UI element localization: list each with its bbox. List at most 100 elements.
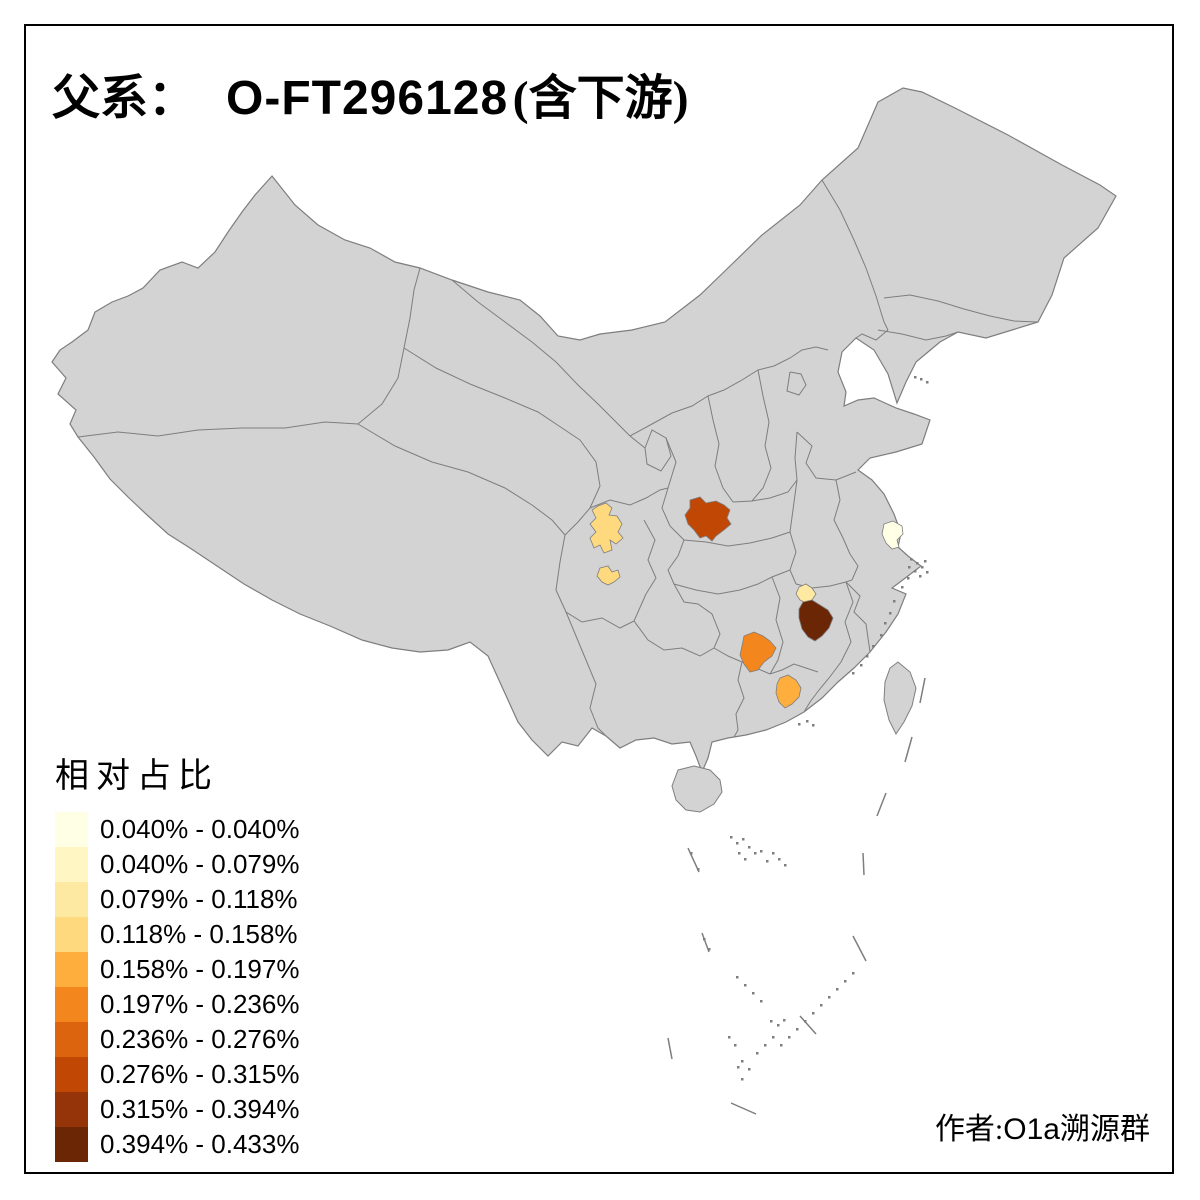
region-hunan-c: [739, 631, 777, 673]
province-border: [833, 479, 851, 555]
legend-label: 0.315% - 0.394%: [100, 1094, 300, 1124]
small-island: [764, 1044, 767, 1047]
legend: 相对占比 0.040% - 0.040% 0.040% - 0.079% 0.079…: [55, 748, 299, 1162]
legend-label: 0.158% - 0.197%: [100, 954, 300, 984]
small-island: [760, 850, 763, 853]
small-island: [744, 984, 747, 987]
small-island: [844, 980, 847, 983]
credit-latin: O1a: [1003, 1113, 1060, 1146]
region-guangdong-n: [775, 674, 802, 709]
legend-swatch: [55, 1092, 88, 1127]
region-sichuan-a: [589, 502, 624, 554]
small-island: [756, 1052, 759, 1055]
small-island: [690, 852, 693, 855]
legend-label: 0.040% - 0.040%: [100, 814, 300, 844]
small-island: [866, 655, 869, 658]
small-island: [796, 1028, 799, 1031]
legend-label: 0.394% - 0.433%: [100, 1129, 300, 1159]
sea-boundary-dash: [701, 932, 710, 953]
legend-row: 0.197% - 0.236%: [55, 987, 299, 1022]
small-island: [919, 575, 922, 578]
province-border: [564, 439, 601, 536]
small-island: [806, 720, 809, 723]
small-island: [772, 1036, 775, 1039]
sea-boundary-dash: [862, 852, 865, 876]
small-island: [741, 1078, 744, 1081]
small-island: [770, 1020, 773, 1023]
mainland-outline: [51, 87, 1117, 774]
small-island: [860, 664, 863, 667]
legend-swatch: [55, 952, 88, 987]
province-border: [877, 329, 959, 341]
legend-label: 0.197% - 0.236%: [100, 989, 300, 1019]
region-jiangxi-w: [798, 599, 834, 642]
legend-row: 0.315% - 0.394%: [55, 1092, 299, 1127]
small-island: [736, 842, 739, 845]
legend-row: 0.236% - 0.276%: [55, 1022, 299, 1057]
small-island: [784, 864, 787, 867]
legend-label: 0.079% - 0.118%: [100, 884, 298, 914]
province-border: [732, 369, 772, 503]
small-island: [914, 570, 917, 573]
small-island: [738, 852, 741, 855]
title-prefix: 父系：: [52, 72, 197, 125]
province-border: [855, 329, 889, 341]
legend-label: 0.276% - 0.315%: [100, 1059, 300, 1089]
sea-boundary-dash: [667, 1037, 673, 1060]
small-island: [812, 1012, 815, 1015]
province-border: [555, 534, 647, 629]
small-island: [798, 723, 801, 726]
title-haplogroup: O-FT296128: [226, 72, 509, 125]
small-island: [766, 860, 769, 863]
taiwan-island: [883, 661, 917, 735]
small-island: [734, 1044, 737, 1047]
province-border: [451, 279, 646, 449]
legend-swatch: [55, 882, 88, 917]
legend-swatch: [55, 987, 88, 1022]
region-jiangsu-se: [881, 520, 904, 550]
small-island: [914, 376, 917, 379]
small-island: [752, 992, 755, 995]
province-border: [883, 294, 1039, 323]
legend-row: 0.394% - 0.433%: [55, 1127, 299, 1162]
province-border: [357, 423, 566, 536]
region-sichuan-b: [596, 565, 621, 586]
plot-frame: [24, 24, 1174, 1174]
legend-swatch: [55, 1057, 88, 1092]
credit-prefix: 作者:: [934, 1113, 1004, 1146]
sea-boundary-dash: [919, 677, 926, 704]
province-border: [789, 431, 798, 533]
small-island: [920, 378, 923, 381]
legend-row: 0.079% - 0.118%: [55, 882, 299, 917]
small-island: [730, 836, 733, 839]
sea-boundary-dash: [852, 935, 867, 962]
small-island: [924, 560, 927, 563]
small-island: [788, 1036, 791, 1039]
hainan-island: [671, 765, 723, 813]
title-suffix: (含下游): [512, 72, 689, 125]
legend-swatch: [55, 1022, 88, 1057]
legend-row: 0.158% - 0.197%: [55, 952, 299, 987]
small-island: [852, 672, 855, 675]
province-border: [644, 429, 672, 472]
small-island: [728, 1036, 731, 1039]
small-island: [926, 381, 929, 384]
sea-boundary-dash: [730, 1102, 757, 1115]
sea-boundary-dash: [876, 792, 887, 817]
legend-swatch: [55, 917, 88, 952]
province-border: [707, 395, 734, 503]
small-island: [778, 858, 781, 861]
small-island: [737, 1066, 740, 1069]
small-island: [907, 577, 910, 580]
legend-title: 相对占比: [55, 758, 219, 795]
province-border: [803, 581, 854, 713]
province-border: [821, 179, 889, 331]
region-hubei-nw: [684, 496, 732, 542]
credit: 作者:O1a溯源群: [935, 1104, 1150, 1148]
small-island: [836, 988, 839, 991]
small-island: [741, 1060, 744, 1063]
province-border: [786, 371, 807, 396]
legend-label: 0.236% - 0.276%: [100, 1024, 300, 1054]
small-island: [754, 852, 757, 855]
legend-swatch: [55, 847, 88, 882]
